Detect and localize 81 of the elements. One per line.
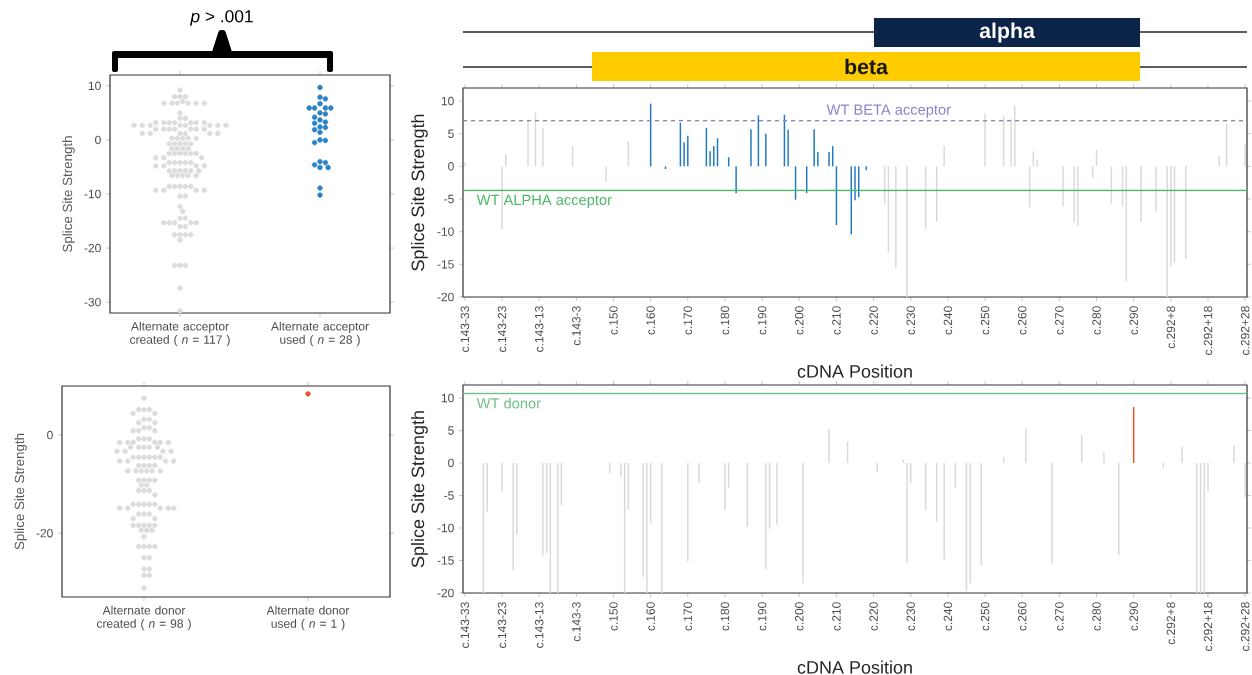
x-tick-label: Alternate acceptor used ( n = 28 ) — [271, 321, 369, 347]
y-tick-label: -30 — [84, 297, 101, 307]
x-tick-label: c.143-13 — [534, 602, 544, 648]
x-tick-label: c.290 — [1129, 602, 1138, 631]
y-tick-label: -15 — [437, 556, 454, 565]
x-tick-label: c.280 — [1092, 306, 1101, 335]
y-tick-label: -15 — [437, 260, 454, 269]
x-tick-label: Alternate acceptor created ( n = 117 ) — [130, 321, 230, 347]
x-tick-label: c.292+28 — [1240, 306, 1250, 355]
x-tick-label: c.292+18 — [1203, 602, 1213, 651]
text: p > .001 — [190, 10, 253, 26]
x-tick-label: c.190 — [757, 306, 767, 335]
x-tick-label: c.143-3 — [572, 602, 581, 642]
x-tick-label: c.143-23 — [497, 602, 507, 648]
x-tick-label: c.180 — [720, 602, 730, 631]
x-tick-label: Alternate donor created ( n = 98 ) — [96, 605, 191, 631]
y-tick-label: -10 — [437, 227, 454, 236]
x-axis-title: cDNA Position — [797, 660, 912, 674]
y-tick-label: 0 — [448, 162, 454, 171]
x-tick-label: c.160 — [646, 602, 655, 631]
y-tick-label: -20 — [36, 528, 53, 538]
x-tick-label: c.270 — [1055, 306, 1064, 335]
x-tick-label: c.180 — [720, 306, 730, 335]
x-tick-label: c.160 — [646, 306, 655, 335]
y-axis-title: Splice Site Strength — [411, 411, 428, 568]
x-tick-label: c.150 — [609, 306, 618, 335]
y-tick-label: 10 — [441, 393, 454, 403]
x-tick-label: c.143-13 — [534, 306, 544, 352]
x-tick-label: c.280 — [1092, 602, 1101, 631]
x-tick-label: c.200 — [795, 602, 804, 631]
x-tick-label: c.292+8 — [1166, 602, 1176, 645]
x-tick-label: c.290 — [1129, 306, 1138, 335]
y-tick-label: 0 — [448, 458, 454, 468]
y-tick-label: 5 — [448, 426, 454, 435]
y-tick-label: -10 — [437, 523, 454, 533]
x-tick-label: c.230 — [906, 602, 915, 631]
y-axis-title: Splice Site Strength — [411, 114, 428, 271]
y-tick-label: 10 — [88, 81, 101, 91]
y-tick-label: 10 — [441, 96, 454, 106]
x-tick-label: c.170 — [683, 602, 693, 631]
x-tick-label: Alternate donor used ( n = 1 ) — [266, 605, 350, 631]
ref-line-label: WT donor — [476, 397, 541, 409]
x-tick-label: c.270 — [1055, 602, 1064, 631]
y-tick-label: -20 — [437, 588, 454, 598]
y-tick-label: 0 — [47, 430, 53, 440]
x-tick-label: c.170 — [683, 306, 693, 335]
x-tick-label: c.220 — [869, 602, 878, 631]
y-tick-label: -20 — [84, 243, 101, 253]
x-tick-label: c.292+28 — [1240, 602, 1250, 651]
x-tick-label: c.200 — [795, 306, 804, 335]
x-tick-label: c.260 — [1017, 602, 1027, 631]
y-axis-title: Splice Site Strength — [14, 433, 27, 550]
x-tick-label: c.190 — [757, 602, 767, 631]
x-tick-label: c.292+18 — [1203, 306, 1213, 355]
y-tick-label: -20 — [437, 292, 454, 302]
x-tick-label: c.250 — [980, 306, 990, 335]
text: beta — [845, 58, 889, 75]
x-tick-label: c.210 — [832, 602, 841, 631]
text: alpha — [979, 22, 1036, 43]
y-tick-label: -5 — [444, 491, 454, 500]
x-tick-label: c.250 — [980, 602, 990, 631]
ref-line-label: WT BETA acceptor — [826, 104, 951, 118]
y-axis-title: Splice Site Strength — [62, 136, 75, 252]
y-tick-label: -5 — [444, 194, 454, 204]
x-tick-label: c.150 — [609, 602, 618, 631]
x-tick-label: c.260 — [1017, 306, 1027, 335]
x-tick-label: c.240 — [943, 306, 953, 335]
x-tick-label: c.240 — [943, 602, 953, 631]
y-tick-label: -10 — [84, 189, 101, 199]
x-tick-label: c.292+8 — [1166, 306, 1176, 349]
x-axis-title: cDNA Position — [797, 364, 912, 378]
x-tick-label: c.143-3 — [572, 306, 581, 346]
x-tick-label: c.143-33 — [460, 602, 470, 648]
x-tick-label: c.210 — [832, 306, 841, 335]
ref-line-label: WT ALPHA acceptor — [476, 194, 612, 208]
x-tick-label: c.143-33 — [460, 306, 470, 352]
x-tick-label: c.143-23 — [497, 306, 507, 352]
y-tick-label: 5 — [448, 129, 454, 138]
y-tick-label: 0 — [95, 135, 101, 145]
x-tick-label: c.230 — [906, 306, 915, 335]
x-tick-label: c.220 — [869, 306, 878, 335]
